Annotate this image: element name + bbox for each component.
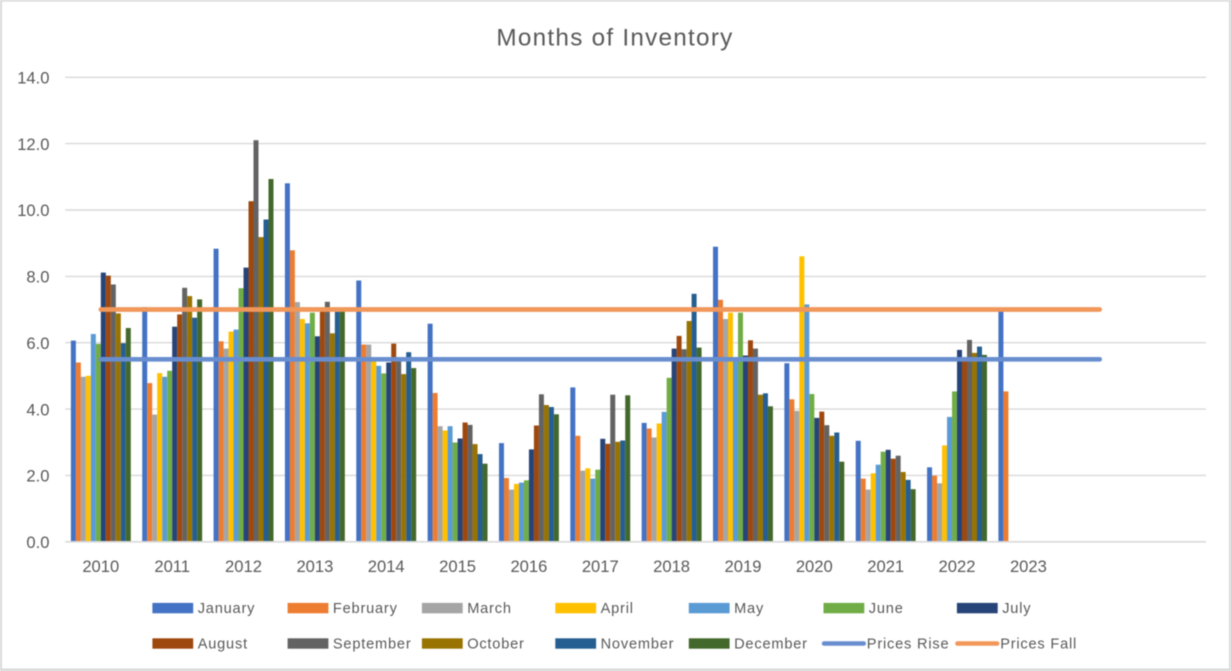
svg-text:2018: 2018 xyxy=(653,557,690,576)
svg-text:August: August xyxy=(198,636,248,652)
svg-text:April: April xyxy=(601,601,634,617)
svg-text:November: November xyxy=(601,636,675,652)
svg-text:2019: 2019 xyxy=(725,557,762,576)
svg-text:June: June xyxy=(869,601,904,617)
svg-text:2013: 2013 xyxy=(296,557,333,576)
svg-text:2020: 2020 xyxy=(796,557,833,576)
svg-text:May: May xyxy=(734,601,764,617)
svg-text:Prices Fall: Prices Fall xyxy=(1000,636,1077,652)
svg-text:July: July xyxy=(1002,601,1031,617)
svg-text:12.0: 12.0 xyxy=(17,135,49,154)
svg-text:4.0: 4.0 xyxy=(26,400,49,419)
svg-text:6.0: 6.0 xyxy=(26,334,49,353)
svg-text:2017: 2017 xyxy=(582,557,619,576)
svg-text:0.0: 0.0 xyxy=(26,533,49,552)
svg-text:Months of Inventory: Months of Inventory xyxy=(496,24,733,51)
svg-text:2022: 2022 xyxy=(939,557,976,576)
svg-text:2014: 2014 xyxy=(368,557,405,576)
svg-text:2012: 2012 xyxy=(225,557,262,576)
svg-text:2021: 2021 xyxy=(867,557,904,576)
svg-text:8.0: 8.0 xyxy=(26,268,49,287)
svg-text:2010: 2010 xyxy=(82,557,119,576)
svg-text:2023: 2023 xyxy=(1010,557,1047,576)
svg-text:2.0: 2.0 xyxy=(26,467,49,486)
svg-text:September: September xyxy=(333,636,412,652)
svg-text:2016: 2016 xyxy=(510,557,547,576)
svg-text:March: March xyxy=(467,601,512,617)
svg-text:February: February xyxy=(333,601,398,617)
svg-text:January: January xyxy=(198,601,256,617)
svg-text:2015: 2015 xyxy=(439,557,476,576)
svg-text:10.0: 10.0 xyxy=(17,201,49,220)
svg-text:Prices Rise: Prices Rise xyxy=(867,636,950,652)
svg-text:14.0: 14.0 xyxy=(17,69,49,88)
svg-text:2011: 2011 xyxy=(154,557,190,576)
svg-text:October: October xyxy=(467,636,525,652)
svg-text:December: December xyxy=(734,636,808,652)
